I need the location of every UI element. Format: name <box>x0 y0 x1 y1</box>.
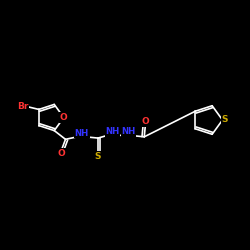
Text: O: O <box>57 149 65 158</box>
Text: Br: Br <box>17 102 28 112</box>
Text: NH: NH <box>105 127 120 136</box>
Text: S: S <box>222 116 228 124</box>
Text: O: O <box>60 113 68 122</box>
Text: NH: NH <box>121 127 136 136</box>
Text: O: O <box>142 117 149 126</box>
Text: S: S <box>95 152 101 161</box>
Text: NH: NH <box>74 128 89 138</box>
